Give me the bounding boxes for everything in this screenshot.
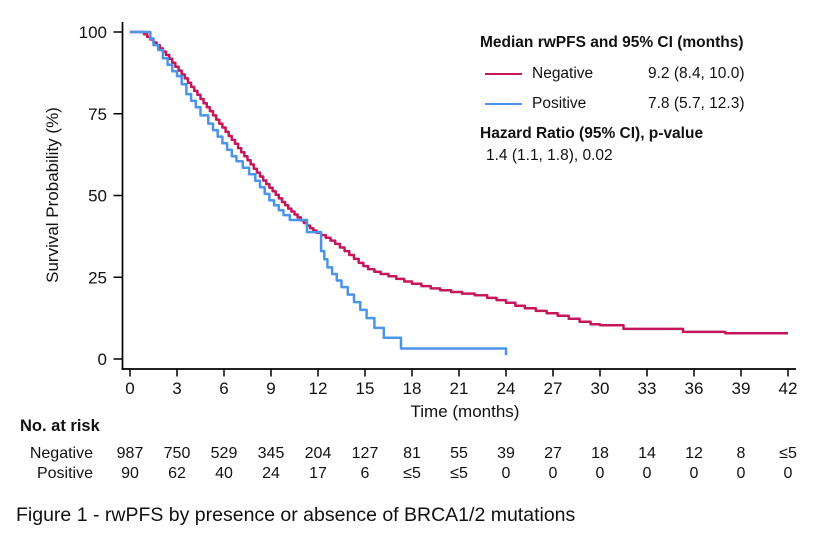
risk-count: 0 — [501, 465, 511, 482]
risk-count: 17 — [309, 465, 327, 482]
risk-row-counts-negative: 987 750 529 345 204 127 81 55 39 27 18 14 12 8 ≤5 — [0, 444, 830, 464]
x-tick-label: 15 — [356, 379, 375, 398]
risk-count: 750 — [163, 445, 191, 462]
risk-count: 0 — [736, 465, 746, 482]
risk-count: 0 — [595, 465, 605, 482]
x-tick-label: 9 — [266, 379, 275, 398]
legend-label-negative: Negative — [532, 65, 594, 82]
x-tick-label: 0 — [125, 379, 134, 398]
x-tick-label: 39 — [732, 379, 751, 398]
risk-count: 39 — [497, 445, 515, 462]
x-tick-label: 18 — [403, 379, 422, 398]
x-tick-label: 21 — [450, 379, 469, 398]
x-tick-label: 24 — [497, 379, 516, 398]
y-tick-label: 75 — [88, 105, 107, 124]
risk-count: 14 — [638, 445, 656, 462]
legend: Median rwPFS and 95% CI (months) Negativ… — [480, 33, 820, 167]
risk-count: 8 — [736, 445, 746, 462]
risk-count: 0 — [689, 465, 699, 482]
risk-count: ≤5 — [779, 445, 797, 462]
km-curve-positive — [130, 30, 508, 356]
x-tick-label: 3 — [172, 379, 181, 398]
risk-count: 987 — [116, 445, 144, 462]
risk-count: 24 — [262, 465, 280, 482]
risk-count: 529 — [210, 445, 238, 462]
legend-row-positive: Positive 7.8 (5.7, 12.3) — [480, 89, 820, 119]
legend-value-negative: 9.2 (8.4, 10.0) — [648, 65, 745, 82]
y-tick-label: 0 — [98, 350, 107, 369]
x-axis-title: Time (months) — [410, 402, 520, 421]
risk-count: ≤5 — [403, 465, 421, 482]
x-tick-label: 33 — [638, 379, 657, 398]
x-tick-label: 30 — [591, 379, 610, 398]
legend-row-negative: Negative 9.2 (8.4, 10.0) — [480, 59, 820, 89]
risk-count: 62 — [168, 465, 186, 482]
hazard-ratio-header: Hazard Ratio (95% CI), p-value — [480, 125, 704, 142]
legend-value-positive: 7.8 (5.7, 12.3) — [648, 95, 745, 112]
risk-count: 81 — [403, 445, 421, 462]
positive-line-swatch — [485, 102, 522, 106]
risk-count: 90 — [121, 465, 139, 482]
x-tick-label: 6 — [219, 379, 228, 398]
y-tick-label: 25 — [88, 268, 107, 287]
km-curve-negative — [130, 30, 788, 335]
y-tick-label: 100 — [79, 23, 107, 42]
x-tick-label: 36 — [685, 379, 704, 398]
x-tick-label: 12 — [309, 379, 328, 398]
risk-row-counts-positive: 90 62 40 24 17 6 ≤5 ≤5 0 0 0 0 0 0 0 — [0, 464, 830, 484]
risk-row-label-negative: Negative — [29, 445, 93, 462]
risk-table-header: No. at risk — [20, 417, 100, 435]
negative-line-swatch — [485, 72, 522, 76]
risk-count: 55 — [450, 445, 468, 462]
risk-count: 0 — [548, 465, 558, 482]
y-axis-title: Survival Probability (%) — [43, 107, 62, 283]
legend-label-positive: Positive — [532, 95, 587, 112]
x-tick-label: 42 — [779, 379, 798, 398]
risk-count: 6 — [360, 465, 370, 482]
risk-count: 204 — [304, 445, 332, 462]
risk-count: 0 — [783, 465, 793, 482]
risk-row-label-positive: Positive — [36, 465, 93, 482]
legend-median-header: Median rwPFS and 95% CI (months) — [480, 34, 744, 51]
hazard-ratio-value: 1.4 (1.1, 1.8), 0.02 — [486, 147, 613, 164]
figure-caption: Figure 1 - rwPFS by presence or absence … — [16, 504, 576, 526]
risk-count: 12 — [685, 445, 703, 462]
y-tick-label: 50 — [88, 187, 107, 206]
risk-count: ≤5 — [450, 465, 468, 482]
risk-count: 18 — [591, 445, 609, 462]
risk-count: 0 — [642, 465, 652, 482]
x-tick-label: 27 — [544, 379, 563, 398]
risk-count: 40 — [215, 465, 233, 482]
risk-count: 27 — [544, 445, 562, 462]
risk-count: 345 — [257, 445, 285, 462]
risk-count: 127 — [351, 445, 379, 462]
